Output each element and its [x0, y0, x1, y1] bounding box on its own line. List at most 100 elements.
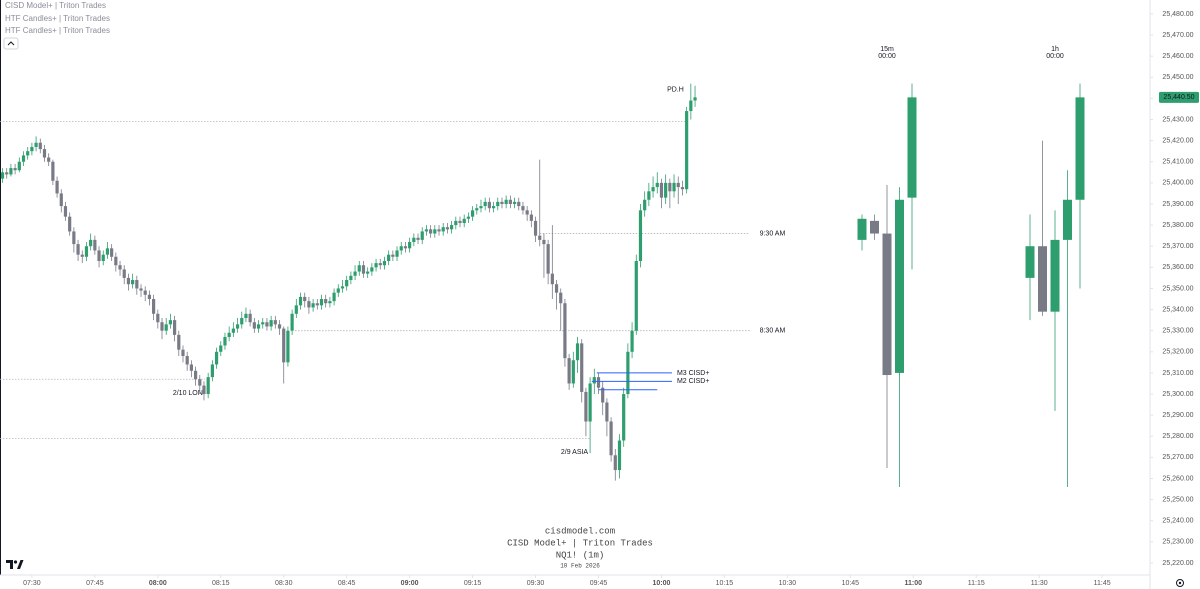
candle-body	[219, 345, 223, 352]
x-tick-label: 07:45	[86, 580, 104, 587]
y-tick-label: 25,460.00	[1162, 53, 1193, 60]
candle-body	[68, 216, 72, 232]
candle-body	[429, 229, 433, 234]
candle-body	[533, 220, 538, 236]
candle-body	[282, 328, 286, 363]
candle-body	[445, 227, 450, 230]
candle-body	[256, 324, 261, 329]
candle-body	[181, 349, 185, 357]
cisd-label: M2 CISD+	[677, 378, 709, 385]
candle-body	[231, 328, 235, 333]
candle-body	[693, 97, 697, 101]
candle-body	[395, 250, 399, 257]
candle-body	[76, 244, 80, 255]
candle-body	[303, 296, 307, 302]
last-price-label: 25,440.50	[1163, 94, 1194, 101]
collapse-button[interactable]	[3, 37, 19, 50]
candle-body	[38, 142, 42, 150]
y-tick-label: 25,230.00	[1162, 539, 1193, 546]
candle-body	[538, 235, 542, 240]
candle-body	[529, 214, 533, 221]
y-tick-label: 25,380.00	[1162, 222, 1193, 229]
candle-body	[252, 322, 256, 329]
htf-body	[895, 199, 904, 373]
candle-body	[567, 358, 571, 384]
candle-body	[114, 256, 118, 266]
y-tick-label: 25,370.00	[1162, 243, 1193, 250]
level-label: 2/10 LON	[173, 390, 203, 397]
candle-body	[210, 364, 214, 378]
candle-body	[592, 377, 596, 384]
candle-body	[164, 324, 168, 331]
candle-body	[143, 290, 147, 295]
candle-body	[168, 320, 173, 325]
indicator-label: HTF Candles+ | Triton Trades	[5, 14, 110, 23]
candle-body	[605, 402, 609, 422]
candle-body	[248, 313, 252, 323]
candle-body	[584, 391, 588, 422]
candle-body	[689, 100, 693, 112]
candle-body	[483, 201, 487, 207]
candle-body	[454, 220, 458, 226]
candle-body	[433, 229, 437, 234]
candle-body	[223, 337, 227, 346]
candle-body	[550, 273, 554, 285]
x-tick-label: 10:30	[779, 580, 797, 587]
candle-body	[294, 305, 298, 314]
candle-body	[273, 320, 277, 325]
candle-body	[63, 206, 68, 217]
candle-body	[512, 201, 517, 204]
watermark-title: CISD Model+ | Triton Trades	[507, 538, 653, 548]
candle-body	[416, 237, 420, 240]
candle-body	[177, 334, 181, 350]
x-tick-label: 11:30	[1031, 580, 1048, 587]
candle-body	[458, 220, 462, 223]
y-tick-label: 25,280.00	[1162, 433, 1193, 440]
settings-icon[interactable]	[1176, 579, 1184, 587]
candle-body	[613, 455, 617, 471]
x-tick-label: 11:00	[905, 580, 923, 587]
y-tick-label: 25,430.00	[1162, 116, 1193, 123]
candle-body	[643, 199, 647, 211]
candle-body	[345, 280, 349, 287]
candle-body	[135, 280, 139, 289]
candle-body	[470, 210, 475, 217]
candle-body	[521, 206, 525, 211]
candle-body	[563, 303, 567, 359]
candle-body	[559, 292, 563, 304]
candle-body	[668, 182, 672, 192]
y-tick-label: 25,290.00	[1162, 412, 1193, 419]
candle-body	[311, 303, 315, 308]
y-tick-label: 25,240.00	[1162, 518, 1193, 525]
candle-body	[269, 320, 273, 327]
y-tick-label: 25,480.00	[1162, 11, 1193, 18]
candle-body	[617, 440, 622, 471]
y-tick-label: 25,450.00	[1162, 74, 1193, 81]
candle-body	[399, 246, 403, 251]
candle-body	[391, 254, 395, 257]
candle-body	[5, 172, 9, 175]
htf-timeframe: 1h	[1051, 46, 1059, 53]
candle-body	[504, 199, 508, 204]
level-label: PD.H	[667, 86, 684, 93]
candle-body	[286, 330, 290, 363]
candle-body	[122, 269, 126, 278]
tradingview-logo[interactable]	[6, 560, 24, 569]
cisd-label: M3 CISD+	[677, 370, 709, 377]
candle-body	[479, 206, 483, 209]
htf-body	[882, 233, 892, 376]
candle-body	[659, 182, 664, 198]
y-tick-label: 25,350.00	[1162, 285, 1193, 292]
y-tick-label: 25,410.00	[1162, 159, 1193, 166]
y-tick-label: 25,340.00	[1162, 306, 1193, 313]
indicator-label: CISD Model+ | Triton Trades	[5, 1, 106, 10]
x-tick-label: 10:00	[653, 580, 671, 587]
candle-body	[676, 182, 680, 188]
candle-body	[349, 275, 353, 281]
candle-body	[51, 161, 55, 181]
y-tick-label: 25,420.00	[1162, 137, 1193, 144]
candle-body	[609, 421, 613, 456]
candle-body	[638, 210, 643, 261]
candle-body	[9, 168, 13, 175]
